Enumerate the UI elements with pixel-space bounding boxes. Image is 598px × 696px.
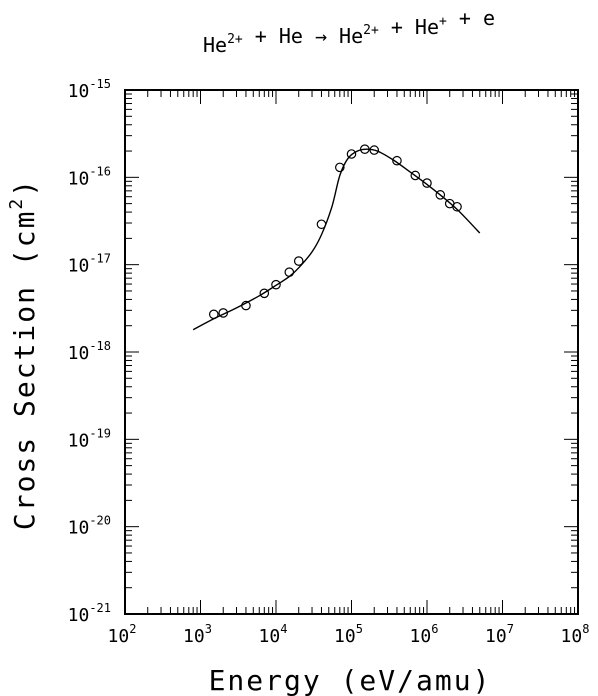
y-axis-label: Cross Section (cm2) [6, 178, 41, 530]
y-tick-label: 10-19 [68, 426, 111, 451]
x-tick-labels: 102 103 104 105 106 107 108 [108, 622, 590, 647]
x-tick-label: 104 [259, 622, 288, 647]
title-part: + He [379, 15, 439, 39]
x-tick-exponent: 6 [431, 622, 438, 636]
x-tick-base: 10 [485, 626, 507, 647]
x-tick-base: 10 [410, 626, 432, 647]
x-tick-base: 10 [183, 626, 205, 647]
title-part: + He → He [243, 24, 363, 48]
x-tick-exponent: 3 [205, 622, 212, 636]
y-tick-exponent: -16 [89, 164, 111, 178]
data-point [359, 144, 370, 154]
data-point [392, 155, 402, 166]
y-tick-label: 10-16 [68, 164, 111, 189]
x-tick-base: 10 [334, 626, 356, 647]
data-point [284, 267, 295, 277]
y-tick-exponent: -19 [89, 426, 111, 440]
y-tick-base: 10 [68, 168, 90, 189]
x-tick-exponent: 7 [507, 622, 514, 636]
x-tick-exponent: 4 [280, 622, 287, 636]
data-point [271, 279, 281, 290]
y-tick-exponent: -15 [89, 77, 111, 91]
y-tick-base: 10 [68, 518, 90, 539]
fit-curve [192, 148, 481, 331]
y-tick-label: 10-17 [68, 252, 111, 277]
y-tick-base: 10 [68, 343, 90, 364]
y-tick-base: 10 [68, 430, 90, 451]
x-tick-exponent: 2 [129, 622, 136, 636]
title-superscript: 2+ [363, 23, 379, 38]
y-tick-base: 10 [68, 605, 90, 626]
x-tick-base: 10 [561, 626, 583, 647]
minor-ticks [125, 90, 578, 614]
y-tick-exponent: -17 [89, 252, 111, 266]
data-point [452, 201, 462, 212]
x-tick-exponent: 5 [356, 622, 363, 636]
data-point [293, 256, 304, 266]
data-point [369, 145, 380, 155]
title-superscript: 2+ [227, 32, 243, 47]
title-part: + e [447, 6, 495, 30]
x-tick-label: 107 [485, 622, 514, 647]
data-point [346, 149, 357, 159]
data-point [422, 178, 432, 188]
x-tick-label: 105 [334, 622, 363, 647]
y-tick-base: 10 [68, 256, 90, 277]
data-point [241, 300, 251, 311]
y-tick-label: 10-21 [68, 601, 111, 626]
title-part: He [203, 33, 227, 57]
x-tick-label: 106 [410, 622, 439, 647]
y-label-end: ) [8, 178, 41, 197]
y-tick-label: 10-18 [68, 339, 111, 364]
x-axis-label: Energy (eV/amu) [209, 664, 492, 696]
x-tick-exponent: 8 [582, 622, 589, 636]
y-tick-label: 10-15 [68, 77, 111, 102]
x-tick-base: 10 [259, 626, 281, 647]
y-tick-label: 10-20 [68, 514, 111, 539]
data-point [316, 219, 327, 230]
plot-frame [124, 89, 579, 615]
x-tick-base: 10 [108, 626, 130, 647]
data-point [218, 308, 229, 318]
data-markers [208, 144, 462, 320]
data-point [259, 288, 270, 299]
title-superscript: + [439, 14, 447, 29]
x-tick-label: 103 [183, 622, 212, 647]
y-label-text: Cross Section (cm [8, 210, 41, 531]
x-tick-label: 102 [108, 622, 137, 647]
chart-title: He2+ + He → He2+ + He+ + e [203, 6, 495, 57]
y-tick-exponent: -18 [89, 339, 111, 353]
y-tick-exponent: -20 [89, 514, 111, 528]
data-point [208, 309, 219, 320]
x-tick-label: 108 [561, 622, 590, 647]
y-tick-base: 10 [68, 81, 90, 102]
data-point [410, 170, 421, 181]
data-point [335, 162, 345, 173]
y-tick-exponent: -21 [89, 601, 111, 615]
y-label-superscript: 2 [6, 197, 27, 210]
major-ticks [124, 89, 579, 615]
data-point [435, 190, 446, 200]
